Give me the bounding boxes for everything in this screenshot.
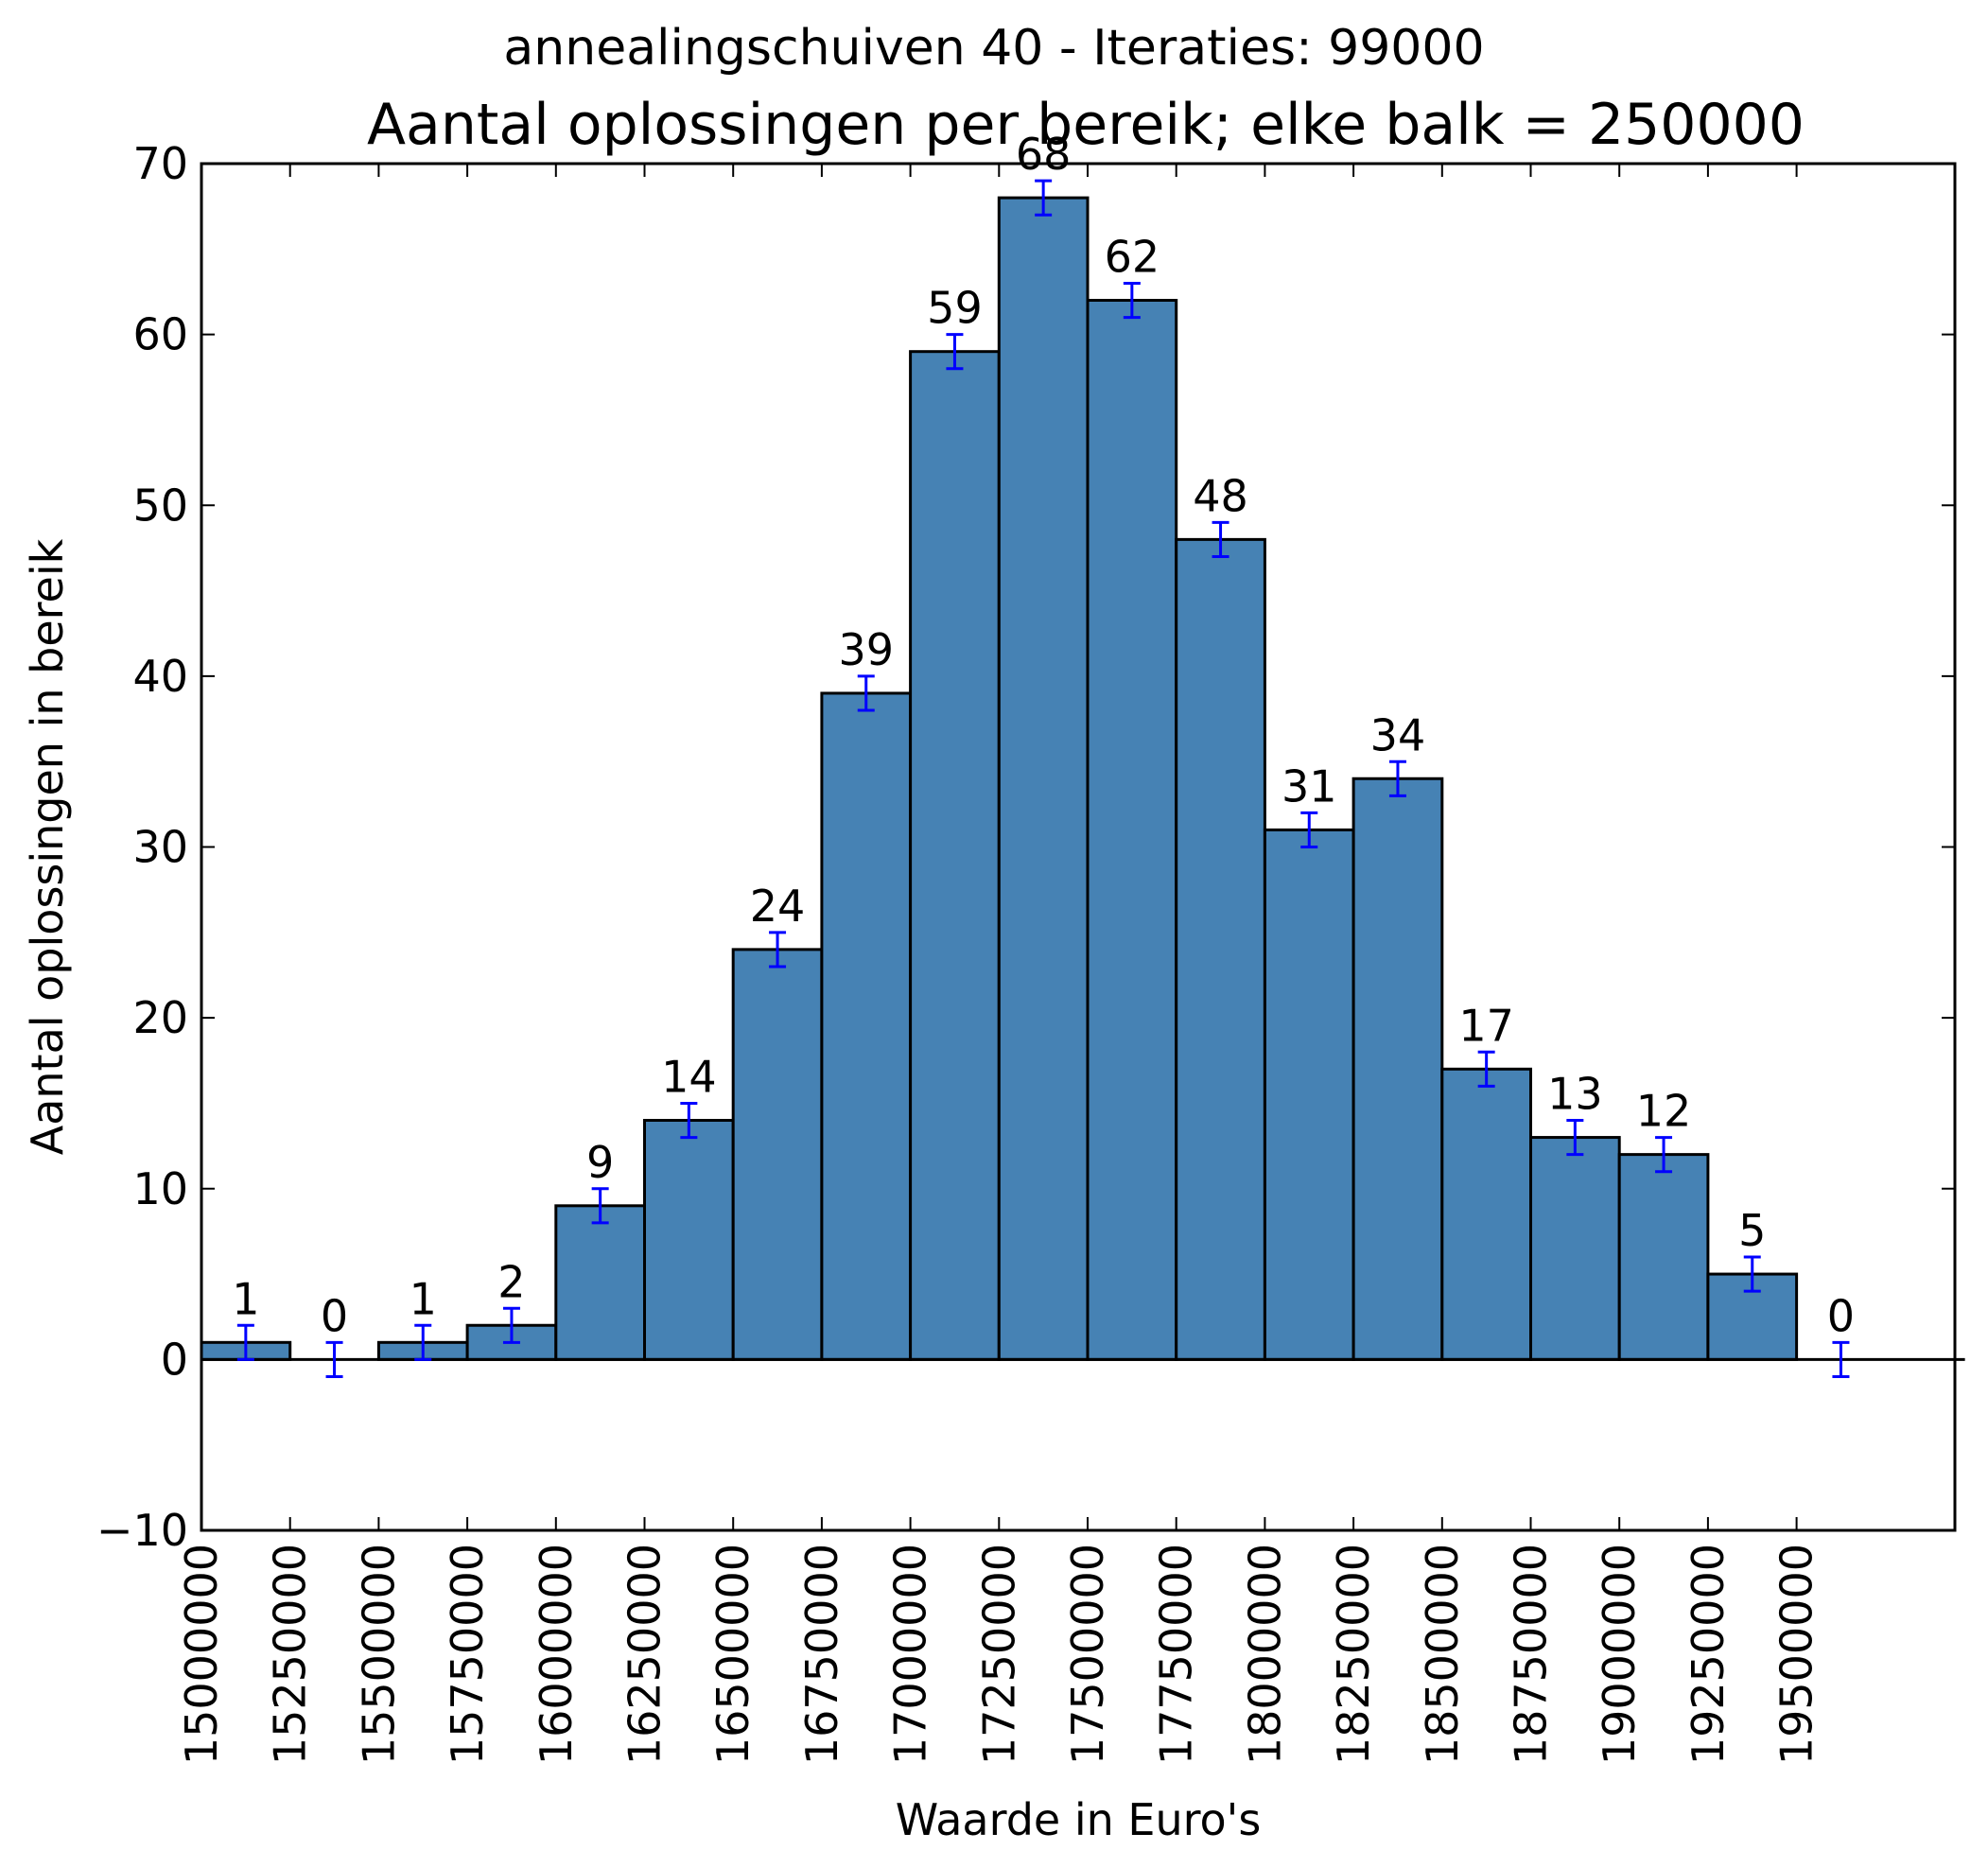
bar-value-label: 1 (410, 1273, 437, 1324)
x-tick-label: 15000000 (176, 1544, 227, 1765)
y-tick-label: 60 (132, 309, 188, 360)
bar-value-label: 14 (661, 1052, 717, 1103)
errorbars-group (236, 179, 1850, 1378)
bar-value-label: 17 (1458, 1000, 1514, 1051)
chart-title: Aantal oplossingen per bereik; elke balk… (367, 92, 1805, 158)
x-tick-label: 17500000 (1062, 1544, 1113, 1765)
bar (1263, 828, 1355, 1361)
bar-value-label: 13 (1547, 1069, 1603, 1120)
x-axis-label: Waarde in Euro's (896, 1794, 1262, 1845)
x-tick-label: 19500000 (1771, 1544, 1822, 1765)
bar (1617, 1153, 1710, 1361)
bar (820, 691, 913, 1361)
x-tick-label: 17000000 (885, 1544, 936, 1765)
bars-group (200, 196, 1799, 1361)
bar (997, 196, 1090, 1361)
bar-value-label: 34 (1370, 709, 1426, 760)
bar-value-label: 1 (232, 1273, 259, 1324)
x-tick-label: 16500000 (707, 1544, 759, 1765)
y-tick-label: 20 (132, 992, 188, 1043)
x-axis-ticks: 15000000 15250000 15500000 15750000 16000000… (176, 164, 1822, 1765)
bar-value-label: 39 (838, 624, 894, 675)
bar (1175, 537, 1266, 1361)
y-tick-label: 70 (132, 138, 188, 189)
bar (554, 1204, 646, 1361)
x-tick-label: 16000000 (531, 1544, 582, 1765)
y-tick-label: 40 (132, 651, 188, 702)
y-tick-label: 10 (132, 1163, 188, 1214)
x-tick-label: 16750000 (796, 1544, 847, 1765)
bar (1086, 299, 1178, 1361)
bar-value-label: 2 (497, 1256, 525, 1307)
y-axis-label: Aantal oplossingen in bereik (22, 538, 73, 1155)
bar (1440, 1067, 1533, 1361)
x-tick-label: 15500000 (353, 1544, 404, 1765)
bar (731, 948, 824, 1361)
bar-value-label: 48 (1193, 470, 1248, 521)
y-tick-label: −10 (96, 1505, 188, 1556)
bar (1351, 777, 1444, 1361)
x-tick-label: 18000000 (1239, 1544, 1290, 1765)
x-tick-label: 15250000 (265, 1544, 316, 1765)
x-tick-label: 17750000 (1151, 1544, 1202, 1765)
x-tick-label: 18250000 (1328, 1544, 1379, 1765)
bar-value-label: 12 (1636, 1086, 1692, 1137)
bar (909, 350, 1001, 1361)
bar-value-label: 62 (1105, 232, 1160, 283)
y-tick-label: 0 (161, 1334, 188, 1385)
x-tick-label: 19000000 (1594, 1544, 1645, 1765)
bar-value-label: 5 (1738, 1205, 1766, 1256)
chart-suptitle: annealingschuiven 40 - Iteraties: 99000 (503, 20, 1484, 77)
y-tick-label: 50 (132, 480, 188, 531)
x-tick-label: 17250000 (973, 1544, 1024, 1765)
bar-value-label: 9 (586, 1137, 614, 1188)
bar (1529, 1136, 1621, 1361)
bar-value-label: 24 (750, 881, 806, 932)
bar-value-label: 0 (1827, 1290, 1855, 1341)
bar-value-label: 0 (321, 1290, 348, 1341)
bar-value-label: 59 (927, 283, 983, 334)
x-tick-label: 15750000 (442, 1544, 493, 1765)
x-tick-label: 19250000 (1683, 1544, 1734, 1765)
bar-value-label: 68 (1016, 129, 1072, 180)
x-tick-label: 18750000 (1506, 1544, 1557, 1765)
bar-value-label: 31 (1282, 760, 1337, 812)
bar (643, 1119, 735, 1361)
y-tick-label: 30 (132, 822, 188, 873)
x-tick-label: 16250000 (619, 1544, 671, 1765)
x-tick-label: 18500000 (1417, 1544, 1468, 1765)
